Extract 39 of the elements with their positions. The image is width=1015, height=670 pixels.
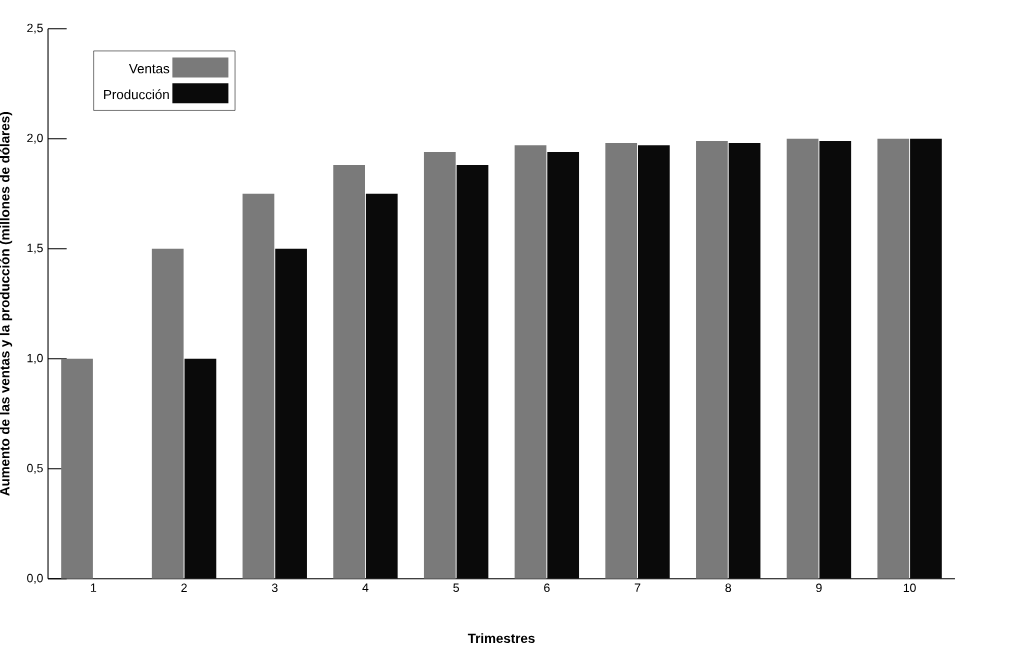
bar — [910, 138, 942, 580]
bar — [184, 359, 217, 580]
legend-label: Producción — [104, 89, 169, 100]
x-tick-label: 5 — [453, 583, 459, 593]
bar — [275, 248, 307, 580]
bar — [365, 193, 398, 580]
y-axis-title: Aumento de las ventas y la producción (millones de dólares) — [0, 112, 13, 496]
legend-label: Ventas — [128, 64, 170, 74]
x-axis-title: Trimestres — [467, 633, 535, 644]
y-tick-label: 1,0 — [27, 354, 43, 364]
bar — [456, 165, 489, 580]
bar — [547, 152, 580, 580]
x-tick-label: 3 — [271, 583, 278, 593]
bar — [242, 193, 275, 580]
bar — [728, 143, 761, 580]
bar — [423, 152, 456, 580]
y-tick-label: 1,5 — [27, 244, 43, 254]
bar — [605, 143, 638, 580]
y-tick-label: 0,0 — [27, 574, 43, 585]
x-tick-label: 6 — [544, 583, 550, 593]
bar — [61, 359, 93, 580]
y-tick-label: 0,5 — [27, 464, 43, 474]
y-tick-label: 2,0 — [27, 133, 43, 144]
bar — [151, 248, 184, 580]
bar — [877, 138, 910, 580]
x-tick-label: 9 — [816, 583, 822, 593]
bar — [514, 145, 547, 580]
bar — [819, 141, 852, 580]
bar — [786, 138, 819, 580]
y-tick-label: 2,5 — [27, 23, 43, 34]
bar — [333, 165, 365, 580]
x-tick-label: 10 — [903, 583, 916, 593]
x-tick-label: 8 — [725, 583, 732, 593]
x-tick-label: 7 — [634, 583, 641, 593]
x-tick-label: 4 — [362, 583, 369, 593]
x-tick-label: 1 — [90, 583, 97, 593]
bar — [696, 141, 728, 580]
bar — [637, 145, 670, 580]
x-tick-label: 2 — [181, 583, 187, 593]
